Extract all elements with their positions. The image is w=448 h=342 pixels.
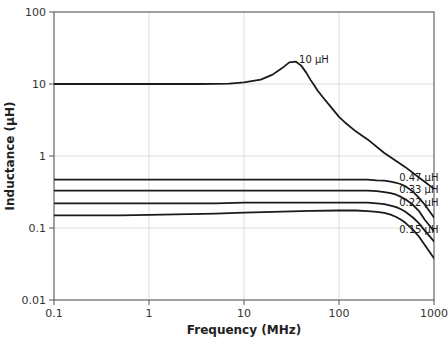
- tick-mark: [49, 156, 54, 157]
- grid: [54, 12, 434, 300]
- tick-label: 100: [329, 307, 350, 320]
- grid-line: [54, 228, 434, 229]
- tick-label: 0.01: [22, 294, 47, 307]
- annotation: 0.15 μH: [399, 224, 438, 235]
- lines: [54, 62, 434, 259]
- annotations: 10 μH 0.47 μH0.33 μH 0.22 μH 0.15 μH: [299, 54, 438, 235]
- tick-label: 1: [146, 307, 153, 320]
- tick-mark: [339, 300, 340, 305]
- tick-label: 1000: [420, 307, 448, 320]
- line: [54, 62, 434, 189]
- tick-mark: [149, 300, 150, 305]
- tick-mark: [49, 300, 54, 301]
- annotation: 0.33 μH: [399, 184, 438, 195]
- y-axis-label: Inductance (μH): [3, 102, 17, 211]
- tick-label: 0.1: [45, 307, 63, 320]
- tick-mark: [244, 300, 245, 305]
- annotation: 10 μH: [299, 54, 329, 65]
- x-axis-label: Frequency (MHz): [187, 323, 301, 337]
- annotation: 0.47 μH: [399, 172, 438, 183]
- tick-label: 10: [237, 307, 251, 320]
- tick-mark: [49, 84, 54, 85]
- axes: 0.111010010000.010.1110100: [22, 6, 448, 320]
- chart: 0.111010010000.010.111010010 μH0.47 μH0.…: [0, 0, 448, 342]
- plot-background: [54, 12, 434, 300]
- line: [54, 203, 434, 242]
- tick-label: 10: [32, 78, 46, 91]
- tick-mark: [54, 300, 55, 305]
- plot-frame: [54, 12, 434, 300]
- grid-line: [54, 156, 434, 157]
- tick-label: 1: [39, 150, 46, 163]
- tick-mark: [49, 228, 54, 229]
- tick-mark: [49, 12, 54, 13]
- annotation: 0.22 μH: [399, 197, 438, 208]
- tick-mark: [434, 300, 435, 305]
- tick-label: 100: [25, 6, 46, 19]
- line: [54, 211, 434, 259]
- tick-label: 0.1: [29, 222, 47, 235]
